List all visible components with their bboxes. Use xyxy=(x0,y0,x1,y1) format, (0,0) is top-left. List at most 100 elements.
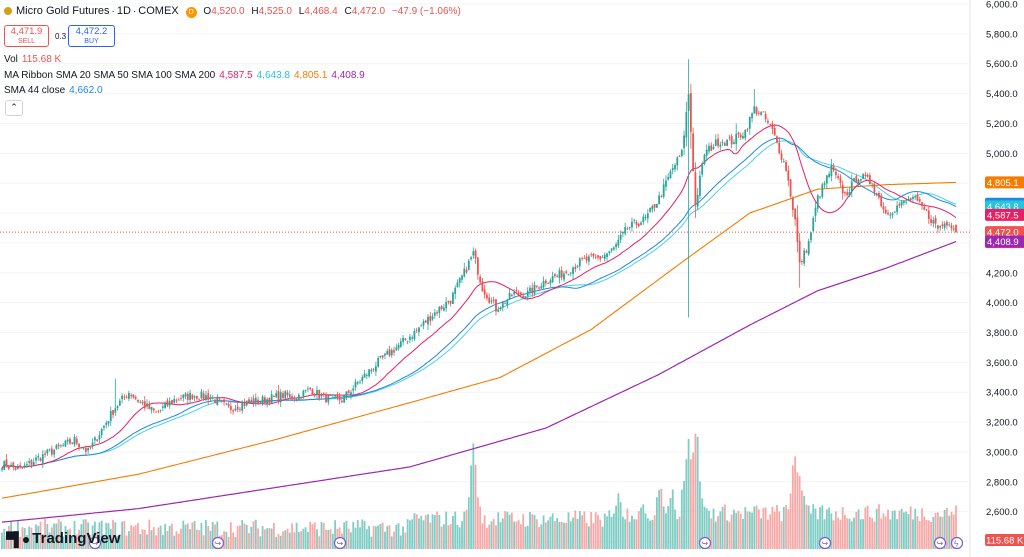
moving-averages xyxy=(1,124,957,523)
candle-body xyxy=(175,399,178,401)
candle-body xyxy=(726,139,729,146)
tradingview-logo[interactable]: ▀▌● TradingView xyxy=(6,530,120,547)
volume-bar xyxy=(660,488,663,549)
delayed-badge[interactable]: D xyxy=(185,7,197,18)
volume-bar xyxy=(680,489,683,549)
volume-bar xyxy=(429,522,432,549)
volume-bar xyxy=(859,519,862,549)
candle-body xyxy=(320,395,323,397)
symbol-name[interactable]: Micro Gold Futures xyxy=(16,5,110,17)
volume-bar xyxy=(284,530,287,549)
volume-bar xyxy=(855,511,858,549)
y-tick-label: 5,800.0 xyxy=(986,29,1018,40)
price-axis[interactable]: 2,400.02,600.02,800.03,000.03,200.03,400… xyxy=(985,0,1024,548)
candle-body xyxy=(377,358,380,367)
volume-bar xyxy=(60,521,62,549)
volume-bar xyxy=(930,521,932,549)
event-marker-icon xyxy=(211,536,225,550)
candle-body xyxy=(173,398,176,404)
volume-bar xyxy=(164,523,167,549)
volume-bar xyxy=(100,520,103,549)
volume-bar xyxy=(406,519,409,549)
volume-bar xyxy=(599,519,602,549)
y-tick-label: 3,600.0 xyxy=(986,358,1018,369)
candle-body xyxy=(257,399,259,404)
event-marker-icon xyxy=(88,536,102,550)
sma44-legend[interactable]: SMA 44 close 4,662.0 xyxy=(4,84,107,98)
candle-body xyxy=(633,220,636,222)
volume-bar xyxy=(866,505,869,549)
interval[interactable]: 1D xyxy=(116,5,131,17)
candle-body xyxy=(649,207,651,212)
volume-bar xyxy=(171,523,173,549)
volume-bar xyxy=(80,524,83,549)
volume-bar xyxy=(560,521,563,549)
candle-body xyxy=(794,208,797,220)
volume-bar xyxy=(94,521,96,549)
price-label: 4,587.5 xyxy=(987,210,1019,221)
candle-body xyxy=(130,395,133,397)
candle-body xyxy=(103,425,105,428)
volume-bar xyxy=(529,511,531,549)
candle-body xyxy=(483,289,486,295)
volume-bar xyxy=(334,520,337,549)
candle-body xyxy=(728,137,731,139)
y-tick-label: 5,400.0 xyxy=(986,89,1018,100)
candle-body xyxy=(705,149,708,156)
candle-body xyxy=(692,133,695,172)
ma-ribbon-legend[interactable]: MA Ribbon SMA 20 SMA 50 SMA 100 SMA 200 4… xyxy=(4,69,369,83)
candle-body xyxy=(696,194,699,207)
candle-body xyxy=(293,397,296,399)
candle-body xyxy=(148,403,151,410)
volume-bar xyxy=(381,522,384,549)
candle-body xyxy=(48,449,51,451)
candle-body xyxy=(909,198,912,201)
y-tick-label: 2,600.0 xyxy=(986,507,1018,518)
collapse-legend-button[interactable]: ⌃ xyxy=(5,100,23,116)
low-label: L xyxy=(298,6,305,17)
volume-bar xyxy=(291,523,293,549)
candle-body xyxy=(331,394,334,396)
price-label: 4,805.1 xyxy=(987,178,1019,189)
candle-body xyxy=(862,174,864,180)
candle-body xyxy=(5,459,8,468)
buy-button[interactable]: 4,472.2 BUY xyxy=(68,25,115,47)
volume-bar xyxy=(476,497,479,549)
candle-body xyxy=(236,406,239,410)
candle-body xyxy=(714,139,717,146)
volume-bar xyxy=(66,529,69,549)
volume-bar xyxy=(873,521,876,549)
candle-body xyxy=(628,226,631,228)
candle-body xyxy=(168,401,171,406)
candle-body xyxy=(490,300,493,302)
candle-body xyxy=(615,244,617,248)
volume-bar xyxy=(767,519,769,549)
candle-body xyxy=(572,267,574,275)
volume-bar xyxy=(848,518,851,549)
candle-body xyxy=(621,231,624,234)
volume-bar xyxy=(202,535,205,549)
volume-bar xyxy=(35,524,37,549)
candle-body xyxy=(508,292,511,299)
candle-body xyxy=(694,172,697,205)
candle-body xyxy=(610,248,613,251)
event-markers[interactable]: ↪ ↪ ↪ ↪ ↪ ↪ ϟ xyxy=(88,536,964,550)
candle-body xyxy=(261,396,264,404)
volume-bar xyxy=(32,533,35,549)
candle-body xyxy=(223,399,225,403)
volume-bar xyxy=(137,523,139,549)
sell-button[interactable]: 4,471.9 SELL xyxy=(4,25,49,47)
candle-body xyxy=(386,351,389,355)
volume-bar xyxy=(540,524,543,549)
candle-body xyxy=(372,369,375,371)
volume-bar xyxy=(687,438,690,549)
volume-bar xyxy=(273,523,275,549)
y-tick-label: 6,000.0 xyxy=(986,0,1018,11)
volume-legend[interactable]: Vol 115.68 K xyxy=(4,53,65,67)
candle-body xyxy=(486,294,488,299)
volume-bar xyxy=(91,525,94,549)
volume-bar xyxy=(909,506,912,549)
volume-bar xyxy=(787,509,790,549)
volume-bar xyxy=(316,529,318,549)
